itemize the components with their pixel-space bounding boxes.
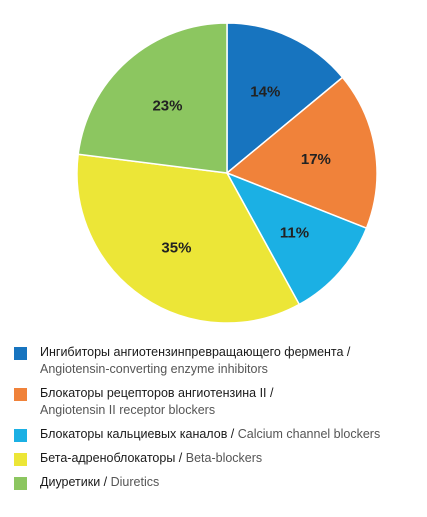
slice-label: 17%	[301, 151, 331, 168]
pie-slice	[77, 22, 228, 174]
legend-item-diuretics: Диуретики / Diuretics	[14, 474, 424, 491]
pie-slice	[76, 153, 301, 324]
legend-swatch	[14, 429, 27, 442]
legend-item-calcium-channel-blockers: Блокаторы кальциевых каналов / Calcium c…	[14, 426, 424, 443]
legend-item-ace-inhibitors: Ингибиторы ангиотензинпревращающего ферм…	[14, 344, 424, 378]
legend-label-ru: Блокаторы рецепторов ангиотензина II /	[40, 386, 274, 400]
slice-label: 23%	[152, 97, 182, 114]
pie-slice	[226, 22, 344, 175]
legend-label-en: Beta-blockers	[185, 451, 263, 465]
legend-swatch	[14, 388, 27, 401]
legend: Ингибиторы ангиотензинпревращающего ферм…	[14, 344, 424, 491]
legend-swatch	[14, 453, 27, 466]
legend-label-ru: Ингибиторы ангиотензинпревращающего ферм…	[40, 345, 351, 359]
legend-label-en: Calcium channel blockers	[237, 427, 381, 441]
legend-swatch	[14, 477, 27, 490]
legend-label-ru: Блокаторы кальциевых каналов /	[40, 427, 238, 441]
legend-label-en: Diuretics	[110, 475, 160, 489]
pie-slice	[225, 171, 368, 306]
legend-label-en: Angiotensin II receptor blockers	[40, 403, 216, 417]
slice-label: 14%	[250, 84, 280, 101]
legend-label-ru: Диуретики /	[40, 475, 111, 489]
pie-chart: 14% 17% 11% 35% 23%	[76, 22, 378, 324]
legend-label-en: Angiotensin-converting enzyme inhibitors	[40, 362, 268, 376]
slice-label: 11%	[280, 225, 309, 242]
legend-item-arb: Блокаторы рецепторов ангиотензина II / A…	[14, 385, 424, 419]
legend-item-beta-blockers: Бета-адреноблокаторы / Beta-blockers	[14, 450, 424, 467]
slice-label: 35%	[161, 239, 191, 256]
pie-slice	[225, 76, 378, 230]
legend-label-ru: Бета-адреноблокаторы /	[40, 451, 186, 465]
legend-swatch	[14, 347, 27, 360]
